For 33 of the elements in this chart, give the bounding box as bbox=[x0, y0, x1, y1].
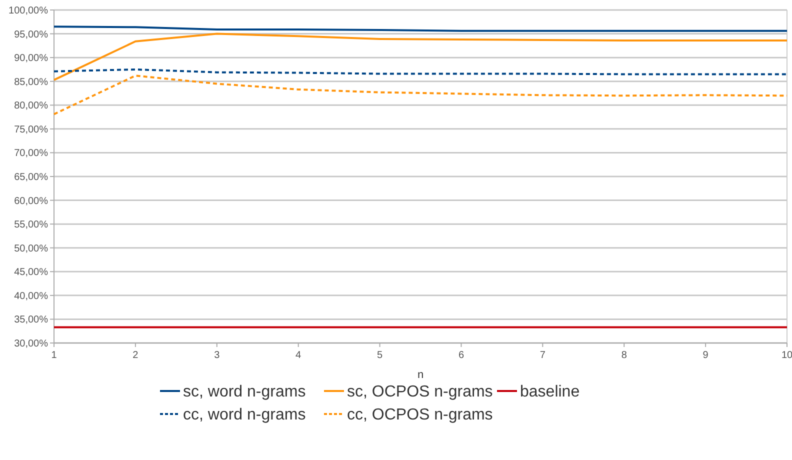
line-series bbox=[53, 32, 788, 81]
legend-label: cc, OCPOS n-grams bbox=[347, 406, 493, 424]
x-tick-label: 8 bbox=[621, 350, 628, 361]
x-tick-label: 6 bbox=[458, 350, 464, 361]
y-tick-label: 50,00% bbox=[14, 243, 48, 254]
x-tick-label: 9 bbox=[702, 350, 709, 361]
y-tick-label: 100,00% bbox=[8, 6, 48, 16]
y-tick-label: 45,00% bbox=[14, 267, 48, 278]
legend-label: sc, OCPOS n-grams bbox=[347, 384, 493, 401]
y-tick-label: 35,00% bbox=[14, 314, 48, 326]
y-tick-label: 70,00% bbox=[14, 148, 48, 160]
x-tick-label: 10 bbox=[781, 350, 792, 361]
x-tick-label: 2 bbox=[132, 350, 139, 361]
y-tick-label: 40,00% bbox=[14, 290, 48, 302]
y-tick-label: 95,00% bbox=[14, 29, 48, 40]
legend-label: baseline bbox=[520, 384, 580, 401]
y-tick-label: 60,00% bbox=[14, 196, 48, 207]
legend-label: cc, word n-grams bbox=[183, 406, 306, 424]
line-series bbox=[53, 74, 788, 116]
x-tick-label: 7 bbox=[540, 350, 546, 361]
y-tick-label: 55,00% bbox=[14, 220, 48, 231]
x-axis-title: n bbox=[417, 369, 424, 381]
y-tick-label: 80,00% bbox=[14, 100, 48, 112]
y-tick-label: 85,00% bbox=[14, 76, 48, 88]
x-tick-label: 1 bbox=[51, 350, 58, 361]
x-tick-label: 4 bbox=[296, 350, 302, 361]
x-tick-label: 3 bbox=[214, 350, 220, 361]
y-tick-label: 90,00% bbox=[14, 53, 48, 64]
y-tick-label: 75,00% bbox=[14, 124, 48, 136]
y-tick-label: 65,00% bbox=[14, 172, 48, 183]
legend-label: sc, word n-grams bbox=[183, 384, 306, 401]
y-tick-label: 30,00% bbox=[14, 338, 48, 350]
x-tick-label: 5 bbox=[376, 350, 383, 361]
